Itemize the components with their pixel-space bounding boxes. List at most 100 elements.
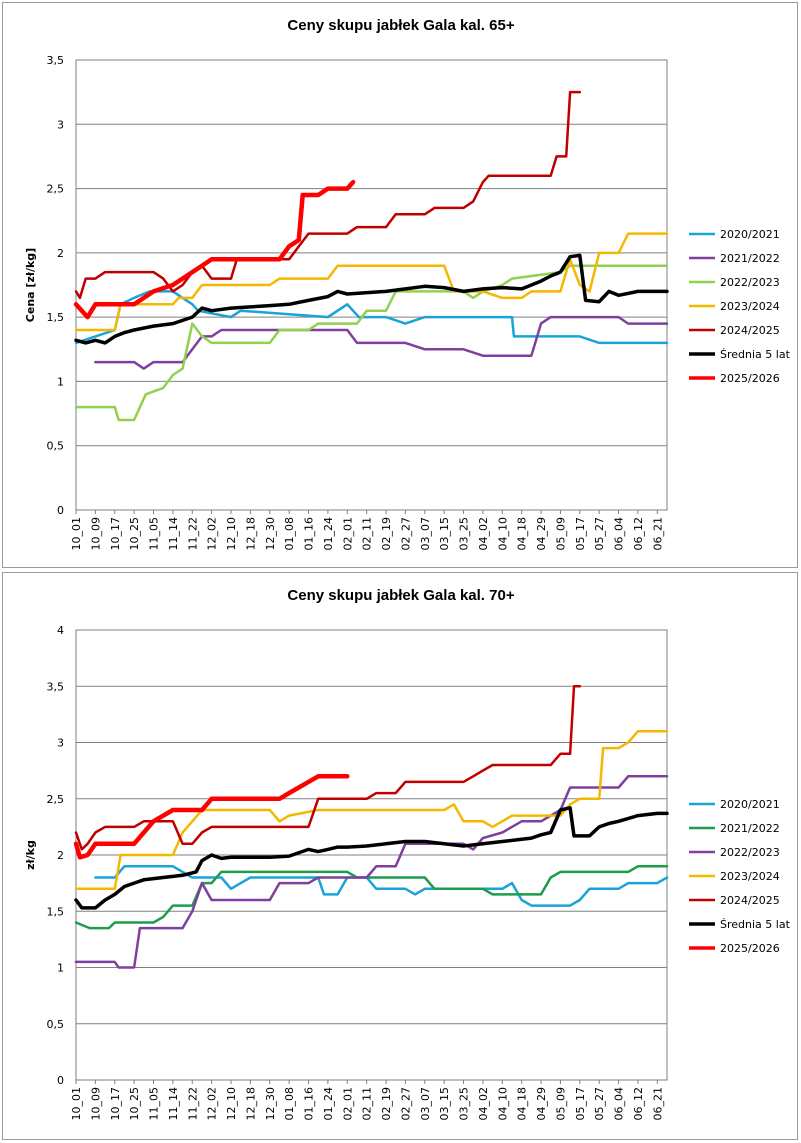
x-tick-label: 12_02 bbox=[206, 517, 219, 551]
y-tick-label: 3 bbox=[57, 118, 64, 131]
legend-label: 2022/2023 bbox=[720, 276, 780, 289]
y-axis-label: zł/kg bbox=[24, 840, 37, 870]
x-tick-label: 11_22 bbox=[186, 517, 199, 551]
y-tick-label: 3,5 bbox=[47, 680, 65, 693]
x-tick-label: 02_01 bbox=[341, 1087, 354, 1121]
x-tick-label: 11_22 bbox=[186, 1087, 199, 1121]
chart-title: Ceny skupu jabłek Gala kal. 65+ bbox=[287, 17, 514, 34]
legend-label: 2020/2021 bbox=[720, 228, 780, 241]
y-tick-label: 1,5 bbox=[47, 905, 65, 918]
x-tick-label: 06_21 bbox=[651, 517, 664, 551]
series-line-4 bbox=[74, 90, 582, 300]
x-tick-label: 10_17 bbox=[109, 517, 122, 551]
x-tick-label: 10_01 bbox=[70, 1087, 83, 1121]
x-tick-label: 06_04 bbox=[613, 517, 626, 551]
x-tick-label: 12_10 bbox=[225, 1087, 238, 1121]
legend-label: Średnia 5 lat bbox=[720, 348, 791, 361]
x-tick-label: 10_25 bbox=[128, 517, 141, 551]
x-tick-label: 02_27 bbox=[399, 517, 412, 551]
x-tick-label: 03_25 bbox=[458, 517, 471, 551]
chart-panel-65: Ceny skupu jabłek Gala kal. 65+ 0 0,5 1 1,5 2… bbox=[2, 2, 798, 568]
y-tick-label: 2,5 bbox=[47, 793, 65, 806]
x-tick-label: 05_09 bbox=[554, 517, 567, 551]
x-tick-label: 10_25 bbox=[128, 1087, 141, 1121]
chart-70-plus: Ceny skupu jabłek Gala kal. 70+ 0 0,5 1 1,5 2… bbox=[24, 587, 791, 1121]
chart-panel-70: Ceny skupu jabłek Gala kal. 70+ 0 0,5 1 1,5 2… bbox=[2, 572, 798, 1140]
x-tick-label: 04_02 bbox=[477, 1087, 490, 1121]
x-tick-label: 01_08 bbox=[283, 1087, 296, 1121]
x-tick-label: 03_07 bbox=[419, 517, 432, 551]
legend-label: 2025/2026 bbox=[720, 372, 780, 385]
y-tick-label: 4 bbox=[57, 624, 64, 637]
x-tick-label: 11_05 bbox=[148, 1087, 161, 1121]
legend-label: 2021/2022 bbox=[720, 822, 780, 835]
x-tick-label: 11_14 bbox=[167, 1087, 180, 1121]
x-tick-label: 12_02 bbox=[206, 1087, 219, 1121]
x-tick-label: 04_18 bbox=[516, 1087, 529, 1121]
x-tick-label: 04_29 bbox=[535, 1087, 548, 1121]
x-tick-label: 12_18 bbox=[244, 1087, 257, 1121]
x-tick-label: 03_15 bbox=[438, 517, 451, 551]
x-tick-label: 03_07 bbox=[419, 1087, 432, 1121]
series-line-0 bbox=[74, 290, 669, 345]
y-tick-label: 0 bbox=[57, 1074, 64, 1087]
plot-area bbox=[75, 59, 668, 511]
chart-title: Ceny skupu jabłek Gala kal. 70+ bbox=[287, 587, 514, 604]
y-tick-label: 0,5 bbox=[47, 440, 65, 453]
x-tick-label: 10_09 bbox=[89, 1087, 102, 1121]
x-tick-label: 10_17 bbox=[109, 1087, 122, 1121]
y-tick-label: 3,5 bbox=[47, 54, 65, 67]
y-tick-label: 0,5 bbox=[47, 1018, 65, 1031]
y-tick-label: 1 bbox=[57, 375, 64, 388]
x-tick-label: 06_12 bbox=[632, 1087, 645, 1121]
series-line-3 bbox=[74, 232, 669, 332]
x-tick-label: 03_25 bbox=[458, 1087, 471, 1121]
x-tick-label: 01_16 bbox=[303, 1087, 316, 1121]
legend-label: 2025/2026 bbox=[720, 942, 780, 955]
series-line-6 bbox=[73, 179, 356, 320]
x-tick-label: 12_30 bbox=[264, 1087, 277, 1121]
legend-label: 2021/2022 bbox=[720, 252, 780, 265]
x-tick-label: 01_16 bbox=[303, 517, 316, 551]
x-tick-label: 10_01 bbox=[70, 517, 83, 551]
x-tick-label: 02_11 bbox=[361, 1087, 374, 1121]
x-tick-label: 06_12 bbox=[632, 517, 645, 551]
x-tick-label: 04_10 bbox=[496, 517, 509, 551]
series-line-5 bbox=[74, 253, 669, 345]
legend-label: 2022/2023 bbox=[720, 846, 780, 859]
x-tick-label: 12_30 bbox=[264, 517, 277, 551]
y-tick-label: 0 bbox=[57, 504, 64, 517]
x-tick-label: 05_17 bbox=[574, 1087, 587, 1121]
x-tick-label: 04_10 bbox=[496, 1087, 509, 1121]
x-tick-label: 02_27 bbox=[399, 1087, 412, 1121]
x-tick-label: 05_27 bbox=[593, 1087, 606, 1121]
chart-65-plus: Ceny skupu jabłek Gala kal. 65+ 0 0,5 1 1,5 2… bbox=[24, 17, 791, 551]
y-tick-label: 1 bbox=[57, 962, 64, 975]
x-tick-label: 11_05 bbox=[148, 517, 161, 551]
legend-label: 2024/2025 bbox=[720, 324, 780, 337]
x-tick-label: 02_11 bbox=[361, 517, 374, 551]
x-tick-label: 02_01 bbox=[341, 517, 354, 551]
y-tick-label: 2 bbox=[57, 247, 64, 260]
series-line-0 bbox=[94, 865, 669, 907]
x-tick-label: 06_21 bbox=[651, 1087, 664, 1121]
x-tick-label: 02_19 bbox=[380, 1087, 393, 1121]
x-tick-label: 01_08 bbox=[283, 517, 296, 551]
x-tick-label: 12_10 bbox=[225, 517, 238, 551]
y-tick-label: 1,5 bbox=[47, 311, 65, 324]
x-tick-label: 12_18 bbox=[244, 517, 257, 551]
series-line-6 bbox=[73, 774, 350, 860]
series-line-4 bbox=[74, 685, 582, 851]
legend-label: Średnia 5 lat bbox=[720, 918, 791, 931]
series-line-5 bbox=[74, 806, 669, 910]
x-tick-label: 11_14 bbox=[167, 517, 180, 551]
x-tick-label: 06_04 bbox=[613, 1087, 626, 1121]
y-tick-label: 2 bbox=[57, 849, 64, 862]
x-tick-label: 04_29 bbox=[535, 517, 548, 551]
y-axis-label: Cena [zł/kg] bbox=[24, 248, 37, 322]
x-tick-label: 03_15 bbox=[438, 1087, 451, 1121]
legend-label: 2020/2021 bbox=[720, 798, 780, 811]
x-tick-label: 05_17 bbox=[574, 517, 587, 551]
x-tick-label: 01_24 bbox=[322, 1087, 335, 1121]
series-line-1 bbox=[74, 865, 669, 930]
